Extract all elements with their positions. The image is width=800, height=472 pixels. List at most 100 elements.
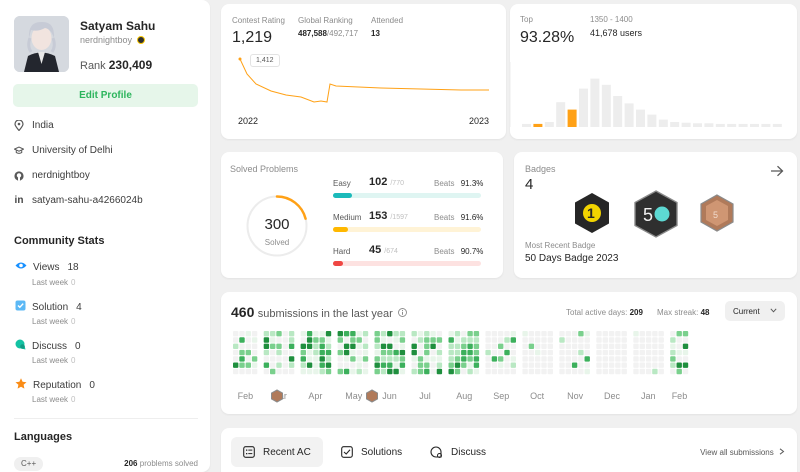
heatmap-cell xyxy=(682,343,689,349)
tab-solutions[interactable]: Solutions xyxy=(329,437,414,467)
heatmap-cell xyxy=(350,337,356,343)
heatmap-cell xyxy=(584,343,590,349)
solved-total-label: Solved xyxy=(264,238,290,247)
solved-problems-card: Solved Problems 300 Solved Easy 102/770 Be… xyxy=(221,152,503,278)
heatmap-cell xyxy=(350,362,356,368)
heatmap-cell xyxy=(263,356,270,362)
difficulty-count: 102/770 xyxy=(369,176,404,188)
heatmap-cell xyxy=(461,337,467,343)
rating-x-end: 2023 xyxy=(469,116,490,126)
rating-point xyxy=(238,57,242,61)
heatmap-cell xyxy=(473,331,480,337)
heatmap-cell xyxy=(639,331,645,337)
info-school: University of Delhi xyxy=(14,145,113,156)
heatmap-month-label: May xyxy=(345,391,363,401)
stat-views-value: 18 xyxy=(67,261,79,273)
heatmap-cell xyxy=(473,349,480,356)
submission-heatmap[interactable]: FebMarAprMayJunJulAugSepOctNovDecJanFeb xyxy=(221,292,797,414)
user-handle: nerdnightboy xyxy=(80,35,145,45)
heatmap-cell xyxy=(535,368,541,375)
heatmap-cell xyxy=(510,343,516,349)
heatmap-cell xyxy=(541,331,547,337)
year-select[interactable]: Current xyxy=(725,301,785,321)
heatmap-cell xyxy=(306,368,313,375)
heatmap-cell xyxy=(374,337,380,343)
heatmap-badge-marker-icon[interactable] xyxy=(271,389,283,403)
heatmap-cell xyxy=(239,343,245,349)
heatmap-cell xyxy=(233,362,239,368)
heatmap-cell xyxy=(652,362,658,368)
info-icon[interactable] xyxy=(398,308,408,317)
tab-discuss[interactable]: Discuss xyxy=(418,437,498,467)
heatmap-cell xyxy=(633,362,639,368)
difficulty-progress-track xyxy=(333,193,481,198)
heatmap-cell xyxy=(528,337,535,343)
histogram-bar xyxy=(761,123,771,127)
heatmap-cell xyxy=(380,362,387,368)
heatmap-cell xyxy=(424,362,430,368)
rating-line-chart[interactable] xyxy=(221,4,506,139)
heatmap-cell xyxy=(239,331,245,337)
badge-annual-icon[interactable]: 5 xyxy=(699,194,735,232)
heatmap-cell xyxy=(393,331,399,337)
language-chip[interactable]: C++ xyxy=(14,457,44,471)
heatmap-cell xyxy=(461,331,467,337)
badge-50-days-2023-icon[interactable]: 5 xyxy=(633,190,679,238)
heatmap-cell xyxy=(245,362,251,368)
heatmap-cell xyxy=(251,337,258,343)
heatmap-cell xyxy=(676,362,682,368)
heatmap-cell xyxy=(288,368,295,375)
heatmap-cell xyxy=(461,343,467,349)
heatmap-cell xyxy=(411,337,417,343)
difficulty-progress-fill xyxy=(333,227,348,232)
stat-solution-value: 4 xyxy=(76,301,82,313)
heatmap-cell xyxy=(387,331,393,337)
stat-views-label: Views xyxy=(33,261,60,273)
info-github[interactable]: nerdnightboy xyxy=(14,170,90,181)
heatmap-cell xyxy=(387,356,393,362)
heatmap-cell xyxy=(239,337,245,343)
heatmap-cell xyxy=(300,362,306,368)
solved-total: 300 xyxy=(264,216,290,233)
heatmap-cell xyxy=(270,356,276,362)
histogram-bar xyxy=(613,96,623,127)
tab-recent-ac[interactable]: Recent AC xyxy=(231,437,323,467)
heatmap-cell xyxy=(300,356,306,362)
badge-2022-icon[interactable]: 1 xyxy=(572,192,612,234)
heatmap-cell xyxy=(263,368,270,375)
difficulty-beats-label: Beats xyxy=(434,247,455,256)
attended-label: Attended xyxy=(371,16,404,25)
heatmap-cell xyxy=(571,368,578,375)
rating-distribution-chart[interactable] xyxy=(510,4,797,139)
heatmap-cell xyxy=(485,362,491,368)
heatmap-badge-marker-icon[interactable] xyxy=(366,389,378,403)
histogram-bar xyxy=(590,78,600,127)
arrow-right-icon[interactable] xyxy=(770,165,784,177)
info-linkedin[interactable]: in satyam-sahu-a4266024b xyxy=(14,195,143,206)
heatmap-month-label: Apr xyxy=(308,391,322,401)
difficulty-beats-value: 91.6% xyxy=(460,213,484,222)
school-icon xyxy=(14,146,24,156)
heatmap-cell xyxy=(615,362,621,368)
solved-ring-arc xyxy=(275,195,307,220)
tab-solutions-label: Solutions xyxy=(361,446,403,458)
avatar[interactable] xyxy=(14,16,69,72)
heatmap-cell xyxy=(565,349,571,356)
heatmap-cell xyxy=(454,337,461,343)
heatmap-cell xyxy=(541,337,547,343)
heatmap-cell xyxy=(602,356,608,362)
edit-profile-button[interactable]: Edit Profile xyxy=(13,84,198,107)
heatmap-cell xyxy=(658,356,664,362)
heatmap-cell xyxy=(282,368,288,375)
view-all-submissions-link[interactable]: View all submissions xyxy=(700,448,785,457)
heatmap-cell xyxy=(313,349,319,356)
heatmap-month-label: Jun xyxy=(382,391,397,401)
heatmap-cell xyxy=(645,362,652,368)
recent-badge-label: Most Recent Badge xyxy=(525,241,596,250)
heatmap-cell xyxy=(682,362,689,368)
heatmap-cell xyxy=(473,343,480,349)
heatmap-cell xyxy=(393,349,399,356)
heatmap-cell xyxy=(547,356,553,362)
histogram-bar xyxy=(636,109,645,127)
info-location: India xyxy=(14,120,54,131)
